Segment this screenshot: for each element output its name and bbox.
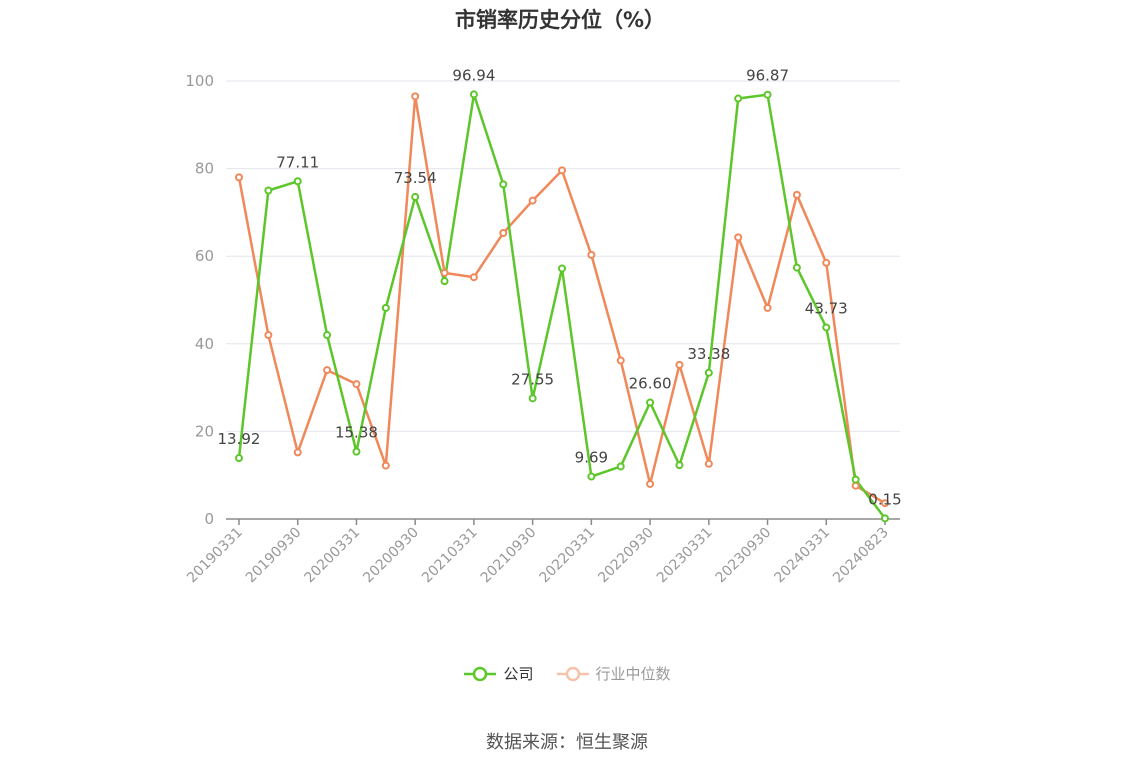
x-tick-label: 20220331 — [536, 525, 598, 587]
data-point-industry-median — [616, 356, 625, 365]
legend-industry-median-icon — [556, 666, 589, 681]
axis-layer: 0 20 40 60 80 100 2019033120190930202003312020… — [184, 72, 900, 586]
data-point-industry-median — [323, 366, 332, 375]
data-point-company — [792, 263, 801, 272]
data-point-company — [881, 514, 889, 523]
data-point-industry-median — [881, 499, 889, 508]
data-label: 26.60 — [629, 374, 672, 392]
legend-company-icon — [464, 666, 497, 681]
data-point-industry-median — [499, 228, 508, 237]
data-point-industry-median — [235, 173, 243, 182]
data-point-industry-median — [646, 479, 655, 488]
data-label: 9.69 — [575, 449, 608, 467]
data-point-company — [293, 177, 302, 186]
data-point-industry-median — [704, 459, 713, 468]
data-label: 33.38 — [687, 345, 730, 363]
grid-layer — [226, 80, 900, 432]
x-tick-label: 20210331 — [419, 525, 481, 587]
point-layer — [235, 90, 889, 523]
data-label: 73.54 — [394, 169, 437, 187]
legend: 公司 行业中位数 — [0, 663, 1134, 684]
data-point-company — [469, 90, 478, 99]
x-tick-label: 20230930 — [713, 525, 775, 587]
data-point-industry-median — [352, 380, 361, 389]
data-point-company — [235, 454, 243, 463]
x-tick-label: 20240331 — [771, 525, 833, 587]
data-point-company — [264, 186, 273, 195]
data-point-industry-median — [822, 258, 831, 267]
data-point-company — [323, 331, 332, 340]
legend-label-company: 公司 — [503, 665, 534, 683]
x-tick-label: 20210930 — [478, 525, 540, 587]
data-point-industry-median — [675, 360, 684, 369]
data-point-industry-median — [587, 250, 596, 259]
data-label: 96.94 — [452, 66, 495, 84]
series-line-industry-median — [237, 95, 886, 505]
x-tick-label: 20190331 — [184, 525, 246, 587]
data-point-industry-median — [264, 331, 273, 340]
y-tick-label: 20 — [195, 422, 214, 440]
data-point-industry-median — [851, 481, 860, 490]
data-point-company — [440, 277, 449, 286]
data-label: 15.38 — [335, 424, 378, 442]
series-line-company — [237, 93, 886, 520]
data-label: 13.92 — [218, 430, 261, 448]
data-point-company — [646, 398, 655, 407]
data-label: 96.87 — [746, 67, 789, 85]
data-point-industry-median — [411, 92, 420, 101]
y-tick-label: 60 — [195, 247, 214, 265]
data-point-industry-median — [558, 166, 566, 175]
data-point-industry-median — [792, 190, 801, 199]
series-layer — [237, 93, 886, 520]
data-point-company — [558, 264, 566, 273]
data-point-company — [499, 180, 508, 189]
data-label: 27.55 — [511, 370, 554, 388]
y-tick-label: 100 — [185, 72, 214, 90]
data-point-company — [587, 472, 596, 481]
data-point-company — [851, 475, 860, 484]
data-source-note: 数据来源：恒生聚源 — [486, 732, 648, 753]
data-label: 77.11 — [276, 153, 319, 171]
y-tick-label: 80 — [195, 160, 214, 178]
data-label: 43.73 — [805, 299, 848, 317]
y-tick-label: 0 — [204, 510, 214, 528]
legend-item-company[interactable]: 公司 — [463, 663, 534, 684]
data-point-company — [352, 447, 361, 456]
chart-title: 市销率历史分位（%） — [454, 8, 666, 32]
data-label: 0.15 — [868, 490, 901, 508]
data-point-company — [411, 192, 420, 201]
data-point-industry-median — [528, 196, 537, 205]
data-point-industry-median — [381, 461, 390, 470]
data-point-company — [675, 461, 684, 470]
data-point-company — [528, 394, 537, 403]
data-point-industry-median — [440, 268, 449, 277]
legend-item-industry-median[interactable]: 行业中位数 — [556, 663, 671, 684]
data-point-company — [763, 90, 772, 99]
data-point-company — [381, 303, 390, 312]
y-tick-label: 40 — [195, 335, 214, 353]
x-tick-label: 20190930 — [243, 525, 305, 587]
x-tick-label: 20200930 — [360, 525, 422, 587]
data-point-company — [616, 462, 625, 471]
x-tick-label: 20240823 — [830, 525, 892, 587]
x-tick-label: 20230331 — [654, 525, 716, 587]
data-label-layer: 13.92 77.11 15.38 73.54 96.94 27.55 9.69 26.60 3… — [218, 66, 902, 508]
x-tick-label: 20200331 — [302, 525, 364, 587]
data-point-industry-median — [469, 273, 478, 282]
data-point-company — [704, 368, 713, 377]
x-tick-label: 20220930 — [595, 525, 657, 587]
data-point-company — [822, 323, 831, 332]
legend-label-industry-median: 行业中位数 — [595, 665, 671, 683]
data-point-industry-median — [763, 303, 772, 312]
data-point-industry-median — [293, 448, 302, 457]
data-point-company — [734, 94, 743, 103]
data-point-industry-median — [734, 233, 743, 242]
